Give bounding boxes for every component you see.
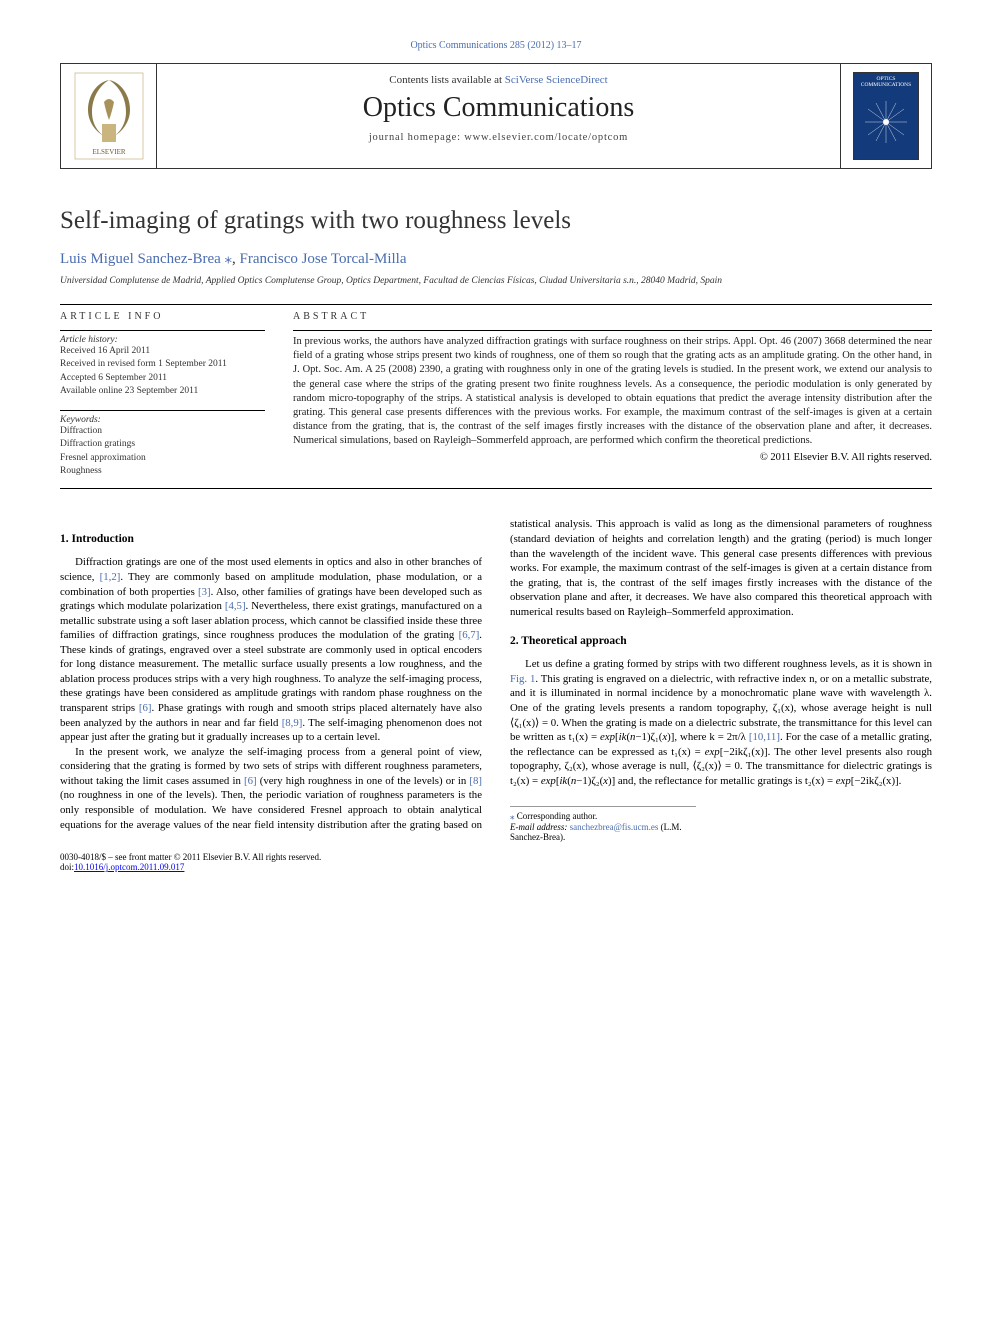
body-columns: 1. Introduction Diffraction gratings are… bbox=[60, 517, 932, 842]
ref-link[interactable]: [6] bbox=[139, 702, 152, 714]
top-citation: Optics Communications 285 (2012) 13–17 bbox=[60, 40, 932, 51]
corresponding-note: ⁎ Corresponding author. bbox=[510, 811, 696, 822]
ref-link[interactable]: [6] bbox=[244, 775, 257, 787]
abstract-copyright: © 2011 Elsevier B.V. All rights reserved… bbox=[293, 452, 932, 463]
history: Received 16 April 2011 Received in revis… bbox=[60, 345, 265, 398]
keywords: Diffraction Diffraction gratings Fresnel… bbox=[60, 425, 265, 478]
rule-abs bbox=[293, 330, 932, 331]
history-line: Received in revised form 1 September 201… bbox=[60, 358, 265, 371]
author-1[interactable]: Luis Miguel Sanchez-Brea bbox=[60, 251, 221, 267]
keyword: Fresnel approximation bbox=[60, 452, 265, 465]
history-line: Accepted 6 September 2011 bbox=[60, 372, 265, 385]
doi-link[interactable]: 10.1016/j.optcom.2011.09.017 bbox=[74, 862, 184, 872]
rule-bottom bbox=[60, 488, 932, 489]
rule-info-2 bbox=[60, 410, 265, 411]
header-center: Contents lists available at SciVerse Sci… bbox=[156, 64, 841, 168]
ref-link[interactable]: [8] bbox=[469, 775, 482, 787]
issn-line: 0030-4018/$ – see front matter © 2011 El… bbox=[60, 852, 932, 862]
email-note: E-mail address: sanchezbrea@fis.ucm.es (… bbox=[510, 822, 696, 842]
section-heading-1: 1. Introduction bbox=[60, 533, 482, 545]
article-info: ARTICLE INFO Article history: Received 1… bbox=[60, 311, 265, 478]
doi: doi:10.1016/j.optcom.2011.09.017 bbox=[60, 862, 932, 872]
history-line: Received 16 April 2011 bbox=[60, 345, 265, 358]
abstract-block: ABSTRACT In previous works, the authors … bbox=[293, 311, 932, 478]
body-paragraph: Diffraction gratings are one of the most… bbox=[60, 555, 482, 744]
star-icon: ⁎ bbox=[510, 811, 515, 821]
journal-cover-title: OPTICS COMMUNICATIONS bbox=[857, 76, 915, 88]
sciencedirect-link[interactable]: SciVerse ScienceDirect bbox=[505, 74, 608, 86]
journal-cover-cell: OPTICS COMMUNICATIONS bbox=[841, 64, 931, 168]
journal-cover-art bbox=[861, 97, 911, 147]
email-link[interactable]: sanchezbrea@fis.ucm.es bbox=[570, 822, 659, 832]
keyword: Roughness bbox=[60, 465, 265, 478]
footnotes: ⁎ Corresponding author. E-mail address: … bbox=[510, 806, 696, 842]
svg-text:ELSEVIER: ELSEVIER bbox=[92, 148, 125, 156]
authors: Luis Miguel Sanchez-Brea ⁎, Francisco Jo… bbox=[60, 249, 932, 268]
publisher-logo-cell: ELSEVIER bbox=[61, 64, 156, 168]
ref-link[interactable]: [10,11] bbox=[749, 731, 780, 743]
corresponding-star-icon: ⁎ bbox=[225, 251, 233, 267]
author-2[interactable]: Francisco Jose Torcal-Milla bbox=[240, 251, 407, 267]
rule-top bbox=[60, 304, 932, 305]
section-heading-2: 2. Theoretical approach bbox=[510, 635, 932, 647]
ref-link[interactable]: [3] bbox=[198, 586, 211, 598]
footer-line: 0030-4018/$ – see front matter © 2011 El… bbox=[60, 852, 932, 872]
meta-block: ARTICLE INFO Article history: Received 1… bbox=[60, 311, 932, 478]
elsevier-logo: ELSEVIER bbox=[74, 72, 144, 160]
journal-header: ELSEVIER Contents lists available at Sci… bbox=[60, 63, 932, 169]
body-paragraph: Let us define a grating formed by strips… bbox=[510, 657, 932, 788]
contents-available: Contents lists available at SciVerse Sci… bbox=[165, 74, 832, 86]
rule-info-1 bbox=[60, 330, 265, 331]
journal-cover: OPTICS COMMUNICATIONS bbox=[853, 72, 919, 160]
top-citation-link[interactable]: Optics Communications 285 (2012) 13–17 bbox=[410, 40, 581, 51]
abstract-text: In previous works, the authors have anal… bbox=[293, 335, 932, 448]
journal-name: Optics Communications bbox=[165, 92, 832, 124]
keyword: Diffraction bbox=[60, 425, 265, 438]
keywords-head: Keywords: bbox=[60, 415, 265, 425]
abstract-head: ABSTRACT bbox=[293, 311, 932, 322]
journal-homepage: journal homepage: www.elsevier.com/locat… bbox=[165, 132, 832, 143]
keyword: Diffraction gratings bbox=[60, 438, 265, 451]
ref-link[interactable]: [1,2] bbox=[100, 571, 121, 583]
ref-link[interactable]: Fig. 1 bbox=[510, 673, 535, 685]
article-info-head: ARTICLE INFO bbox=[60, 311, 265, 322]
affiliation: Universidad Complutense de Madrid, Appli… bbox=[60, 276, 932, 286]
ref-link[interactable]: [4,5] bbox=[225, 600, 246, 612]
history-head: Article history: bbox=[60, 335, 265, 345]
ref-link[interactable]: [8,9] bbox=[282, 717, 303, 729]
history-line: Available online 23 September 2011 bbox=[60, 385, 265, 398]
article-title: Self-imaging of gratings with two roughn… bbox=[60, 207, 932, 235]
ref-link[interactable]: [6,7] bbox=[459, 629, 480, 641]
